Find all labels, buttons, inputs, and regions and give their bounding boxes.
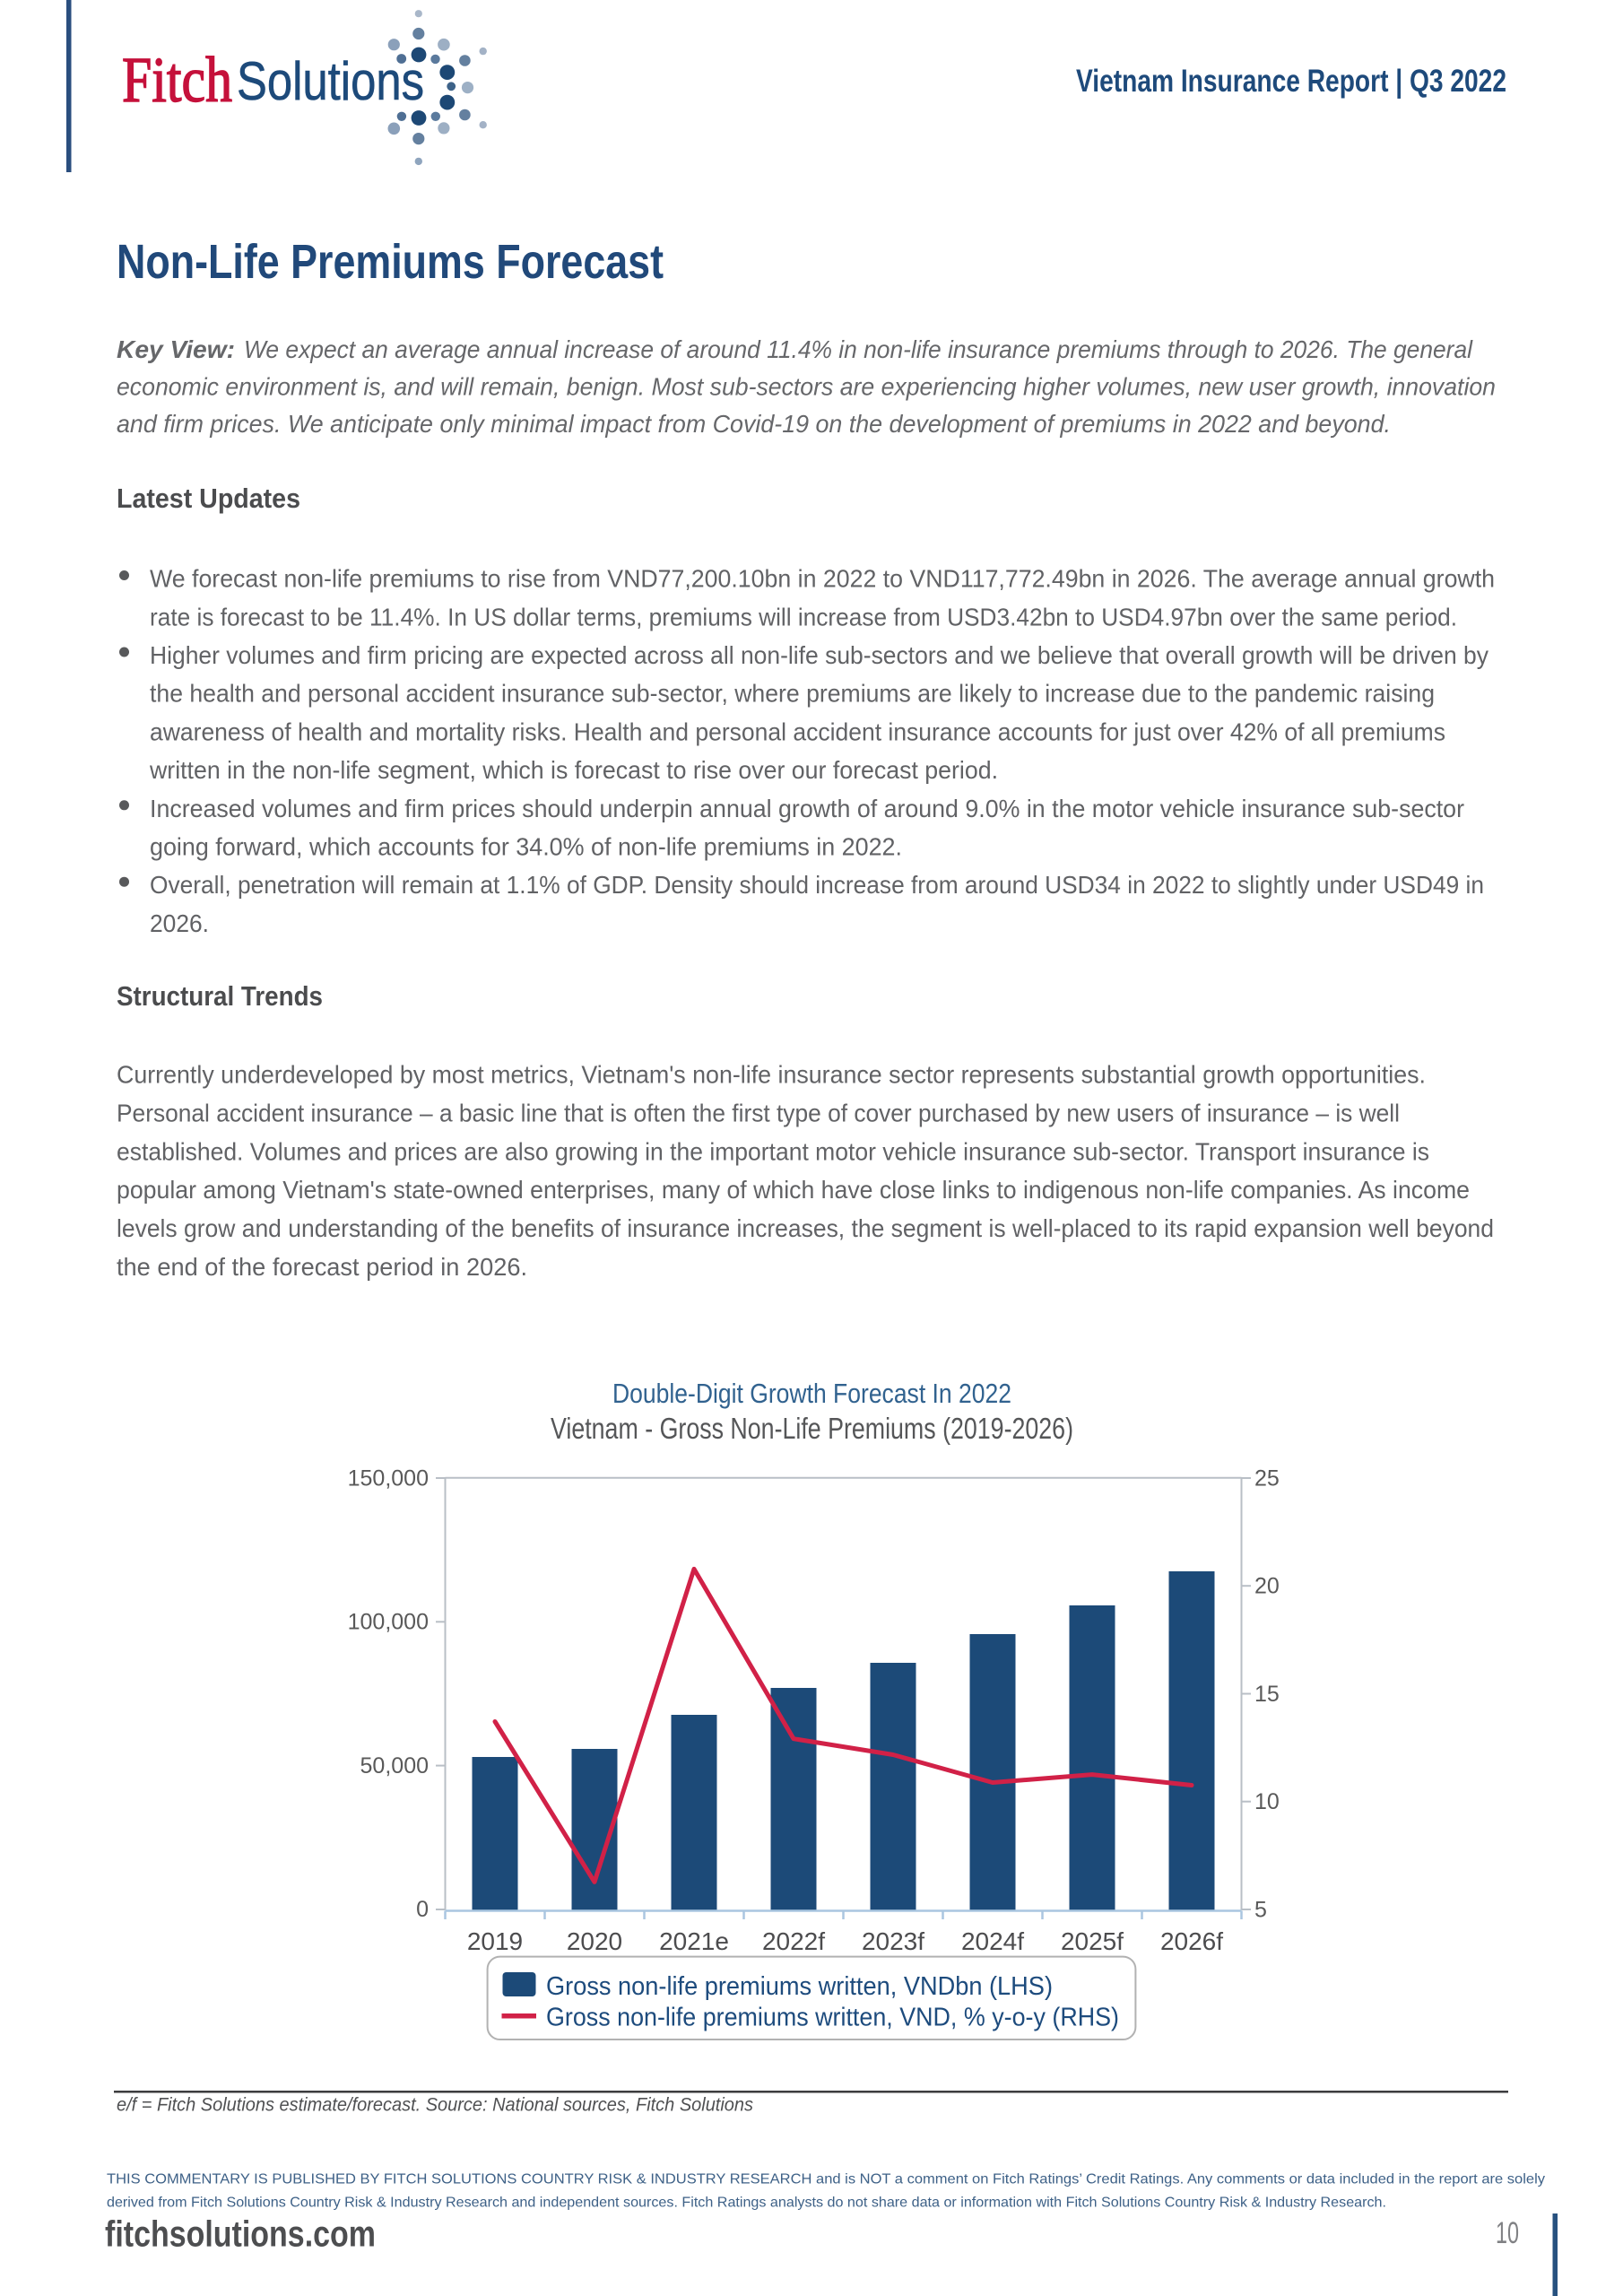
svg-text:100,000: 100,000 xyxy=(348,1610,429,1635)
svg-text:2022f: 2022f xyxy=(762,1927,825,1955)
svg-text:going forward, which accounts: going forward, which accounts for 34.0% … xyxy=(150,833,902,861)
svg-text:2021e: 2021e xyxy=(659,1927,729,1955)
svg-text:10: 10 xyxy=(1254,1789,1280,1814)
svg-text:Overall, penetration will rema: Overall, penetration will remain at 1.1%… xyxy=(150,871,1484,899)
svg-text:Vietnam - Gross Non-Life Premi: Vietnam - Gross Non-Life Premiums (2019-… xyxy=(551,1412,1073,1445)
svg-text:Personal accident insurance –: Personal accident insurance – a basic li… xyxy=(117,1100,1400,1127)
svg-text:2023f: 2023f xyxy=(862,1927,924,1955)
svg-text:We expect an average annual in: We expect an average annual increase of … xyxy=(244,335,1473,363)
svg-text:the health and personal accide: the health and personal accident insuran… xyxy=(150,680,1435,708)
svg-text:2020: 2020 xyxy=(567,1927,622,1955)
svg-text:We forecast non-life premiums: We forecast non-life premiums to rise fr… xyxy=(150,565,1495,593)
svg-text:2019: 2019 xyxy=(467,1927,523,1955)
svg-text:established. Volumes and price: established. Volumes and prices are also… xyxy=(117,1138,1429,1166)
svg-text:Increased volumes and firm pri: Increased volumes and firm prices should… xyxy=(150,795,1464,822)
svg-text:25: 25 xyxy=(1254,1465,1280,1491)
svg-text:2025f: 2025f xyxy=(1061,1927,1124,1955)
svg-text:rate is forecast to be 11.4%.: rate is forecast to be 11.4%. In US doll… xyxy=(150,603,1457,631)
svg-text:Structural Trends: Structural Trends xyxy=(117,980,323,1012)
svg-text:Gross non-life premiums writte: Gross non-life premiums written, VND, % … xyxy=(546,2004,1119,2032)
svg-text:150,000: 150,000 xyxy=(348,1465,429,1491)
svg-text:2024f: 2024f xyxy=(961,1927,1024,1955)
svg-text:20: 20 xyxy=(1254,1574,1280,1599)
svg-text:10: 10 xyxy=(1496,2216,1519,2250)
svg-text:Currently underdeveloped by mo: Currently underdeveloped by most metrics… xyxy=(117,1061,1426,1089)
svg-text:5: 5 xyxy=(1254,1897,1267,1922)
svg-text:Fitch: Fitch xyxy=(122,44,232,116)
svg-text:e/f = Fitch Solutions estimate: e/f = Fitch Solutions estimate/forecast.… xyxy=(117,2095,753,2116)
svg-text:2026f: 2026f xyxy=(1160,1927,1223,1955)
svg-text:THIS COMMENTARY IS PUBLISHED B: THIS COMMENTARY IS PUBLISHED BY FITCH SO… xyxy=(107,2172,1545,2187)
svg-text:fitchsolutions.com: fitchsolutions.com xyxy=(105,2213,376,2255)
svg-text:awareness of health and mortal: awareness of health and mortality risks.… xyxy=(150,718,1445,745)
svg-text:Double-Digit Growth Forecast I: Double-Digit Growth Forecast In 2022 xyxy=(612,1378,1011,1409)
svg-text:Vietnam Insurance Report | Q3: Vietnam Insurance Report | Q3 2022 xyxy=(1076,64,1506,99)
svg-text:and firm prices. We anticipate: and firm prices. We anticipate only mini… xyxy=(117,410,1391,438)
svg-text:the end of the forecast period: the end of the forecast period in 2026. xyxy=(117,1253,527,1281)
svg-text:written in the non-life segmen: written in the non-life segment, which i… xyxy=(149,756,998,784)
svg-text:2026.: 2026. xyxy=(150,909,209,937)
svg-text:Key View:: Key View: xyxy=(117,335,235,363)
svg-text:levels grow and understanding: levels grow and understanding of the ben… xyxy=(117,1214,1494,1242)
svg-text:Solutions: Solutions xyxy=(237,51,424,111)
svg-text:popular among Vietnam's state-: popular among Vietnam's state-owned ente… xyxy=(117,1176,1470,1204)
svg-text:Gross non-life premiums writte: Gross non-life premiums written, VNDbn (… xyxy=(546,1972,1053,2001)
svg-text:derived from Fitch Solutions C: derived from Fitch Solutions Country Ris… xyxy=(107,2196,1386,2211)
svg-text:economic environment is, and w: economic environment is, and will remain… xyxy=(117,373,1496,401)
svg-text:0: 0 xyxy=(416,1897,429,1922)
svg-text:Latest Updates: Latest Updates xyxy=(117,483,300,514)
svg-text:15: 15 xyxy=(1254,1682,1280,1707)
svg-text:50,000: 50,000 xyxy=(360,1753,429,1779)
svg-text:Higher volumes and firm pricin: Higher volumes and firm pricing are expe… xyxy=(150,641,1488,669)
svg-text:Non-Life Premiums Forecast: Non-Life Premiums Forecast xyxy=(117,235,664,289)
